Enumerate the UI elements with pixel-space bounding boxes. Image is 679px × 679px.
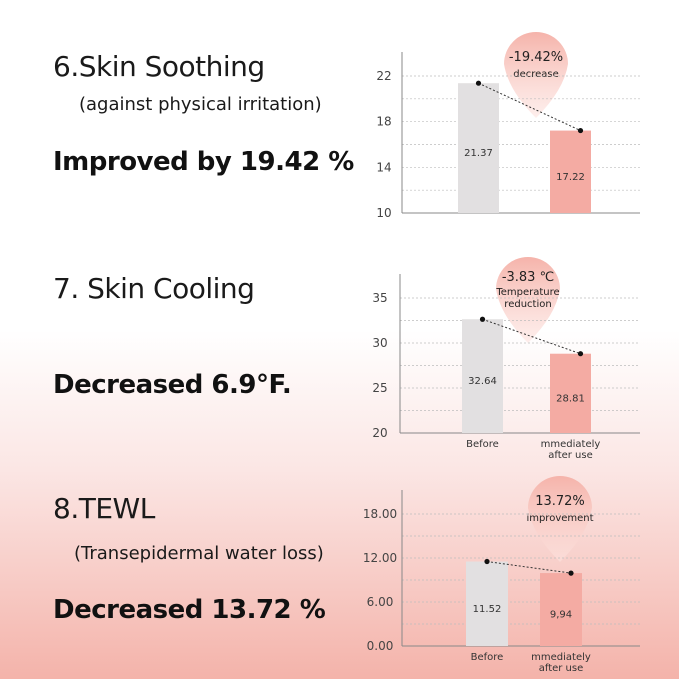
bar-value-label: 9,94	[550, 610, 572, 621]
y-tick-label: 6.00	[367, 595, 394, 609]
callout-label: -19.42%	[509, 50, 563, 65]
y-tick-label: 30	[372, 336, 387, 350]
trend-point	[475, 80, 482, 86]
y-tick-label: 25	[372, 381, 387, 395]
x-category-label: Before	[471, 652, 504, 663]
y-tick-label: 22	[376, 69, 391, 83]
bar	[550, 130, 591, 213]
bar-value-label: 21.37	[464, 148, 493, 159]
chart-tewl: 13.72% improvement 0.00 6.00 12.00 18.00 11.52…	[363, 476, 640, 674]
trend-line	[482, 318, 581, 355]
callout-label: 13.72%	[535, 494, 585, 509]
section-result: Improved by 19.42 %	[53, 147, 354, 177]
callout-bubble	[504, 32, 568, 118]
callout-bubble	[528, 476, 592, 562]
bar	[540, 573, 582, 646]
section-skin-soothing: 6.Skin Soothing (against physical irrita…	[0, 0, 679, 230]
section-subtitle: (Transepidermal water loss)	[74, 543, 324, 564]
y-tick-label: 18.00	[363, 507, 397, 521]
section-result: Decreased 6.9°F.	[53, 370, 292, 400]
section-subtitle: (against physical irritation)	[79, 94, 322, 115]
section-title: 8.TEWL	[53, 492, 155, 525]
x-category-label: mmediately	[541, 439, 601, 450]
chart-skin-soothing: -19.42% decrease 10 14 18 22 21.37 17.22	[376, 32, 640, 220]
bar	[458, 83, 499, 213]
section-skin-cooling: 7. Skin Cooling Decreased 6.9°F.	[0, 230, 679, 460]
y-tick-label: 18	[376, 115, 391, 129]
bar	[462, 319, 503, 433]
callout-label: reduction	[504, 299, 551, 310]
y-tick-label: 35	[372, 291, 387, 305]
trend-point	[577, 351, 584, 357]
bar-value-label: 11.52	[473, 604, 502, 615]
trend-point	[577, 127, 584, 134]
trend-point	[484, 558, 490, 565]
trend-line	[478, 82, 581, 132]
y-tick-label: 20	[372, 426, 387, 440]
bar-value-label: 32.64	[468, 376, 497, 387]
callout-label: improvement	[526, 513, 593, 524]
callout-label: decrease	[513, 69, 559, 80]
section-title: 7. Skin Cooling	[53, 272, 255, 305]
section-title: 6.Skin Soothing	[53, 50, 265, 83]
callout-label: Temperature	[495, 287, 559, 298]
y-tick-label: 12.00	[363, 551, 397, 565]
callout-bubble	[496, 257, 560, 343]
bar	[466, 561, 508, 646]
x-category-label: after use	[539, 663, 584, 674]
x-category-label: mmediately	[531, 652, 591, 663]
bar-value-label: 28.81	[556, 393, 585, 404]
x-category-label: after use	[548, 450, 593, 461]
callout-label: -3.83 ℃	[502, 270, 554, 285]
y-tick-label: 14	[376, 160, 391, 174]
x-category-label: Before	[466, 439, 499, 450]
trend-point	[568, 570, 574, 576]
bar-value-label: 17.22	[556, 172, 585, 183]
y-tick-label: 0.00	[367, 639, 394, 653]
section-result: Decreased 13.72 %	[53, 595, 326, 625]
bar	[550, 353, 591, 433]
trend-point	[479, 316, 486, 322]
section-tewl: 8.TEWL (Transepidermal water loss) Decre…	[0, 460, 679, 679]
y-tick-label: 10	[376, 206, 391, 220]
